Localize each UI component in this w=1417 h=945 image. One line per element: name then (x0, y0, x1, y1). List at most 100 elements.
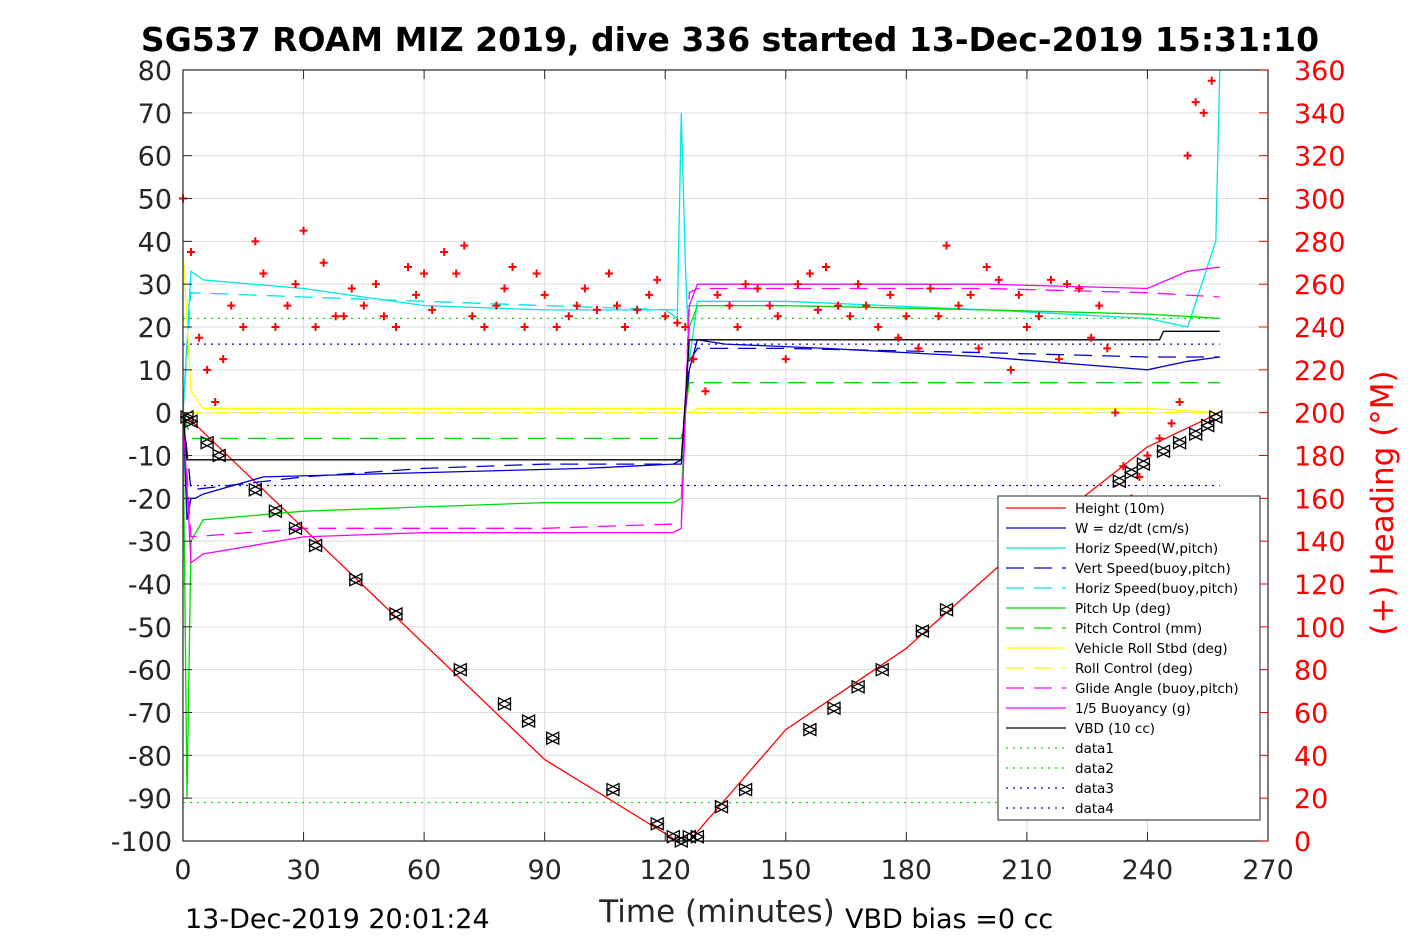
depth-marker-left (1200, 418, 1215, 433)
series-line-vert-speed-buoy-pitch (182, 347, 1220, 491)
y-tick-label: 80 (138, 56, 172, 87)
heading-point (592, 305, 601, 314)
y-tick-label: 10 (138, 356, 172, 387)
right-tick-label: 340 (1294, 99, 1346, 130)
y-tick-label: -10 (128, 442, 172, 473)
heading-point (914, 344, 923, 353)
heading-point (552, 323, 561, 331)
depth-marker-left (521, 714, 536, 729)
heading-point (1191, 98, 1200, 107)
right-tick-label: 320 (1294, 142, 1346, 173)
heading-point (347, 284, 356, 293)
heading-point (1087, 333, 1096, 342)
heading-point (934, 312, 943, 321)
x-tick-label: 240 (1122, 855, 1174, 886)
heading-point (331, 312, 340, 321)
legend-entry: Horiz Speed(W,pitch) (1075, 541, 1218, 557)
depth-marker-left (1172, 435, 1187, 450)
heading-point (1103, 344, 1112, 353)
depth-marker-left (1156, 444, 1171, 459)
heading-point (227, 301, 236, 310)
heading-point (420, 269, 429, 278)
heading-point (1183, 151, 1192, 160)
heading-point (886, 290, 895, 299)
heading-point (428, 305, 437, 314)
depth-marker-left (1208, 409, 1223, 425)
series-line-horiz-speed-w-pitch (182, 69, 1221, 413)
heading-markers (179, 76, 1216, 503)
heading-point (508, 263, 517, 272)
heading-point (251, 237, 260, 246)
heading-point (440, 248, 449, 257)
legend-entry: VBD (10 cc) (1075, 721, 1155, 737)
footer-timestamp: 13-Dec-2019 20:01:24 (185, 904, 490, 935)
heading-point (894, 333, 903, 342)
heading-point (793, 280, 802, 289)
heading-point (520, 323, 529, 331)
heading-point (239, 323, 248, 331)
heading-point (460, 241, 469, 250)
y-axis-ticks: 80 70 60 50 40 30 20 10 0 -10 -20 -30 -40 -50 -60 -70 -8… (111, 56, 192, 858)
legend-entry: Vehicle Roll Stbd (deg) (1075, 641, 1228, 657)
heading-point (412, 290, 421, 299)
series-line-1-5-buoyancy-g (182, 266, 1220, 564)
heading-point (219, 355, 228, 364)
depth-marker-left (497, 696, 512, 711)
depth-marker-left (714, 799, 729, 814)
heading-point (982, 263, 991, 272)
heading-point (1095, 301, 1104, 310)
right-tick-label: 40 (1294, 741, 1328, 772)
x-axis-label: Time (minutes) (598, 894, 834, 930)
depth-marker-left (199, 435, 214, 450)
heading-point (1047, 275, 1055, 284)
heading-point (468, 312, 477, 321)
depth-marker-left (288, 521, 303, 536)
heading-point (319, 258, 328, 267)
heading-point (492, 301, 501, 310)
heading-point (613, 301, 621, 310)
heading-point (271, 323, 280, 331)
x-tick-label: 0 (174, 855, 191, 886)
x-tick-label: 150 (760, 855, 812, 886)
right-tick-label: 240 (1294, 313, 1346, 344)
y-tick-label: 40 (138, 227, 172, 258)
depth-marker-left (826, 701, 841, 716)
heading-point (211, 397, 220, 406)
heading-point (713, 290, 722, 299)
heading-point (681, 323, 690, 331)
heading-point (291, 280, 300, 289)
right-tick-label: 220 (1294, 356, 1346, 387)
depth-marker-left (689, 829, 705, 844)
legend-entry: Vert Speed(buoy,pitch) (1075, 561, 1231, 577)
heading-point (725, 301, 734, 310)
right-tick-label: 300 (1294, 185, 1346, 216)
heading-point (311, 323, 320, 331)
depth-marker-left (452, 662, 467, 677)
heading-point (480, 323, 489, 331)
depth-marker-left (183, 414, 198, 429)
y-tick-label: 0 (155, 399, 172, 430)
heading-point (1006, 365, 1015, 374)
heading-point (391, 323, 400, 331)
heading-point (733, 323, 742, 331)
right-tick-label: 20 (1294, 784, 1328, 815)
depth-marker-left (247, 482, 262, 497)
depth-marker-left (649, 816, 664, 831)
heading-point (1034, 312, 1043, 321)
depth-marker-left (1111, 474, 1126, 489)
heading-point (1119, 462, 1128, 471)
heading-point (821, 263, 830, 272)
heading-point (283, 301, 292, 310)
heading-point (1022, 323, 1031, 331)
legend-entry: Pitch Up (deg) (1075, 601, 1171, 617)
depth-marker-left (267, 504, 283, 519)
right-tick-label: 180 (1294, 442, 1346, 473)
heading-point (1175, 397, 1184, 406)
heading-point (805, 269, 814, 278)
legend-entry: Glide Angle (buoy,pitch) (1075, 681, 1239, 697)
series-line-horiz-speed-buoy-pitch (182, 292, 1220, 413)
y-tick-label: -50 (128, 613, 172, 644)
x-axis-ticks: 0 30 60 90 120 150 180 210 240 270 (174, 70, 1294, 886)
right-tick-label: 200 (1294, 399, 1346, 430)
series-line-vehicle-roll-stbd-deg (182, 249, 1220, 414)
